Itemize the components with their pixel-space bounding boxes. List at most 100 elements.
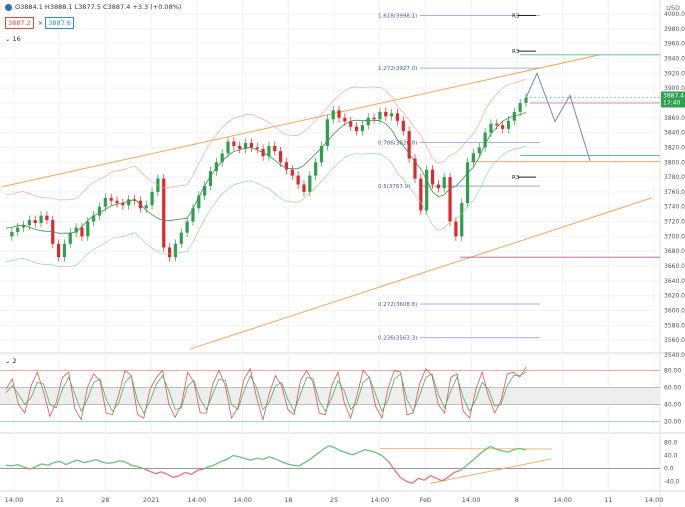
ohlc-values: O3884.1 H3888.1 L3877.5 C3887.4 +3.3 (+0… xyxy=(15,3,182,11)
momentum-segment xyxy=(190,469,198,475)
momentum-segment xyxy=(65,461,72,466)
candle-body xyxy=(331,110,335,120)
momentum-tick-label: -40.0 xyxy=(664,479,680,486)
candle-body xyxy=(68,232,72,244)
time-tick-label: 25 xyxy=(330,496,338,504)
time-tick-label: 14:00 xyxy=(233,496,252,504)
fib-level-label: 0.5(3767.9) xyxy=(378,184,410,190)
momentum-segment xyxy=(418,477,425,481)
oscillator-count: 2 xyxy=(12,357,17,365)
candle-body xyxy=(226,141,230,154)
price-tick-label: 3560.0 xyxy=(664,337,685,344)
candle-body xyxy=(80,227,84,237)
indicators-toggle[interactable]: ⌄ 16 xyxy=(5,35,21,43)
momentum-segment xyxy=(507,449,515,453)
candle-body xyxy=(401,120,405,132)
momentum-segment xyxy=(387,461,396,471)
momentum-tick-label: 80.0 xyxy=(664,440,678,447)
candle-body xyxy=(132,199,137,201)
stoch-k-line xyxy=(5,366,527,422)
time-tick-label: 14:00 xyxy=(5,496,24,504)
candle-body xyxy=(16,227,20,232)
momentum-segment xyxy=(310,453,318,460)
momentum-segment xyxy=(477,449,485,456)
candle-body xyxy=(109,197,113,201)
momentum-segment xyxy=(185,471,192,476)
candle-body xyxy=(436,184,440,189)
momentum-segment xyxy=(459,465,467,471)
momentum-segment xyxy=(137,465,144,470)
sell-button[interactable]: 3887.2 xyxy=(5,17,34,29)
candle-body xyxy=(273,145,277,152)
chevron-down-icon[interactable]: ⌄ xyxy=(5,357,11,365)
momentum-tick-label: 0.0 xyxy=(664,466,674,473)
time-tick-label: 8 xyxy=(515,496,519,504)
oscillator-tick-label: 20.00 xyxy=(664,419,681,426)
price-tick-label: 3760.0 xyxy=(664,189,685,196)
time-tick-label: 2021 xyxy=(143,496,160,504)
spread-separator: × xyxy=(37,19,44,27)
momentum-segment xyxy=(465,460,473,467)
price-tick-label: 3780.0 xyxy=(664,174,685,181)
candle-body xyxy=(360,125,365,132)
candle-body xyxy=(495,123,499,126)
momentum-segment xyxy=(513,447,521,451)
oscillator-toggle[interactable]: ⌄ 2 xyxy=(5,357,17,365)
momentum-segment xyxy=(411,477,419,484)
candle-body xyxy=(220,153,224,163)
time-tick-label: 14:00 xyxy=(462,496,481,504)
candle-body xyxy=(238,145,242,149)
candle-body xyxy=(185,221,189,233)
candle-body xyxy=(518,102,522,112)
candle-body xyxy=(314,162,318,176)
momentum-segment xyxy=(262,456,270,460)
momentum-segment xyxy=(214,460,222,466)
candle-body xyxy=(483,132,487,148)
trade-buttons: 3887.2 × 3887.6 xyxy=(5,17,78,29)
candle-body xyxy=(279,151,283,163)
price-tick-label: 3720.0 xyxy=(664,219,685,226)
bar-countdown-label: 17:40 xyxy=(663,99,680,106)
stoch-d-line xyxy=(5,371,527,414)
candle-body xyxy=(430,169,435,185)
price-tick-label: 3540.0 xyxy=(664,352,685,359)
price-tick-label: 3860.0 xyxy=(664,115,685,122)
time-tick-label: 14:00 xyxy=(187,496,206,504)
candle-body xyxy=(343,117,347,122)
momentum-segment xyxy=(47,462,55,466)
candle-body xyxy=(506,120,511,129)
candle-body xyxy=(489,123,493,133)
candle-body xyxy=(162,178,166,248)
time-tick-label: 14:00 xyxy=(553,496,572,504)
momentum-segment xyxy=(238,456,246,460)
candle-body xyxy=(127,199,131,206)
candle-body xyxy=(39,215,43,224)
momentum-tick-label: 40.0 xyxy=(664,453,678,460)
momentum-segment xyxy=(244,458,252,461)
chevron-down-icon[interactable]: ⌄ xyxy=(5,35,11,43)
momentum-segment xyxy=(113,460,120,464)
momentum-segment xyxy=(298,462,306,467)
time-tick-label: 18 xyxy=(284,496,292,504)
momentum-segment xyxy=(495,448,503,452)
price-tick-label: 3740.0 xyxy=(664,204,685,211)
momentum-segment xyxy=(83,460,90,464)
candle-body xyxy=(115,200,119,204)
candle-body xyxy=(56,243,61,258)
candle-body xyxy=(354,126,359,132)
price-tick-label: 3960.0 xyxy=(664,41,685,48)
candle-body xyxy=(319,145,324,163)
candle-body xyxy=(366,117,370,126)
momentum-segment xyxy=(430,475,437,479)
candle-body xyxy=(27,220,31,226)
candle-body xyxy=(191,208,195,222)
momentum-segment xyxy=(256,457,264,461)
buy-button[interactable]: 3887.6 xyxy=(45,17,75,29)
momentum-segment xyxy=(393,469,402,478)
momentum-segment xyxy=(268,456,276,460)
momentum-segment xyxy=(71,459,78,463)
momentum-segment xyxy=(483,445,491,451)
